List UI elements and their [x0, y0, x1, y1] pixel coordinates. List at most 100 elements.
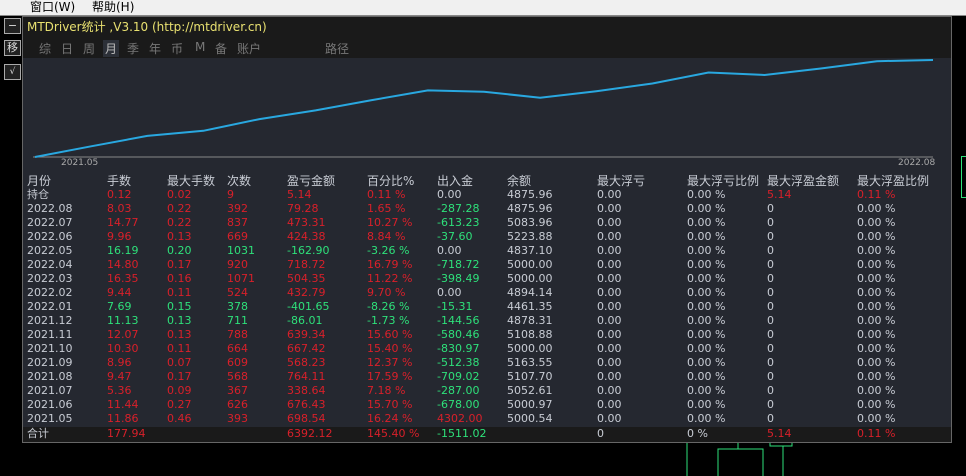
table-cell: 5000.00	[507, 342, 553, 355]
table-cell: 0.00 %	[687, 300, 726, 313]
table-row: 2022.01 7.69 0.15 378 -401.65 -8.26 % -15.31 44…	[23, 300, 951, 314]
move-button[interactable]: 移	[4, 40, 21, 56]
menu-bar: 窗口(W) 帮助(H)	[0, 0, 966, 16]
tab-4[interactable]: 季	[127, 42, 140, 56]
table-cell: 0.00 %	[857, 216, 896, 229]
column-header[interactable]: 次数	[227, 174, 252, 188]
table-cell: 0.00 %	[857, 286, 896, 299]
table-cell: 4878.31	[507, 314, 553, 327]
tab-0[interactable]: 综	[39, 42, 52, 56]
table-cell: 0.00 %	[687, 202, 726, 215]
table-row: 2022.08 8.03 0.22 392 79.28 1.65 % -287.28 4875…	[23, 202, 951, 216]
column-header[interactable]: 月份	[27, 174, 52, 188]
table-cell: 9	[227, 188, 234, 201]
table-cell: 0.12	[107, 188, 132, 201]
table-row: 持仓 0.12 0.02 9 5.14 0.11 % 0.00 4875.96 0.00 0.00…	[23, 188, 951, 202]
tab-bar: 综日周月季年币 M 备账户 路径	[23, 37, 951, 58]
menu-help[interactable]: 帮助(H)	[92, 0, 135, 14]
table-cell: 0	[767, 216, 774, 229]
tab-5[interactable]: 年	[149, 42, 162, 56]
table-cell: 920	[227, 258, 248, 271]
minimize-button[interactable]: −	[4, 18, 21, 34]
table-cell: 2021.10	[27, 342, 73, 355]
table-cell: 11.86	[107, 412, 139, 425]
table-row: 2022.06 9.96 0.13 669 424.38 8.84 % -37.60 5223…	[23, 230, 951, 244]
table-cell: 0.00 %	[687, 412, 726, 425]
column-header[interactable]: 最大浮亏比例	[687, 174, 760, 188]
table-row: 2021.08 9.47 0.17 568 764.11 17.59 % -709.02 51…	[23, 370, 951, 384]
tab-6[interactable]: 币	[171, 42, 184, 56]
table-cell: -287.28	[437, 202, 480, 215]
table-cell: 718.72	[287, 258, 326, 271]
table-cell: 0.00 %	[687, 398, 726, 411]
column-header[interactable]: 百分比%	[367, 174, 415, 188]
table-cell: 17.59 %	[367, 370, 413, 383]
table-cell: 0.00 %	[687, 328, 726, 341]
column-header[interactable]: 最大手数	[167, 174, 216, 188]
table-row: 2022.03 16.35 0.16 1071 504.35 11.22 % -398.49…	[23, 272, 951, 286]
tab-8[interactable]: 备	[215, 42, 228, 56]
table-cell: 0	[767, 272, 774, 285]
table-cell: 667.42	[287, 342, 326, 355]
table-cell: -287.00	[437, 384, 480, 397]
check-button[interactable]: √	[4, 64, 21, 80]
menu-window[interactable]: 窗口(W)	[30, 0, 76, 14]
table-cell: 2021.05	[27, 412, 73, 425]
tab-7[interactable]: M	[195, 40, 206, 54]
table-cell: 0.09	[167, 384, 192, 397]
table-cell: 0.00	[437, 244, 462, 257]
table-cell: 9.70 %	[367, 286, 406, 299]
table-cell: 0.00	[597, 244, 622, 257]
table-cell: -3.26 %	[367, 244, 410, 257]
table-cell: 5083.96	[507, 216, 553, 229]
table-cell: 0	[767, 314, 774, 327]
tab-1[interactable]: 日	[61, 42, 74, 56]
x-label-end: 2022.08	[898, 158, 936, 168]
table-cell: 0	[767, 244, 774, 257]
column-header[interactable]: 出入金	[437, 174, 474, 188]
column-header[interactable]: 盈亏金额	[287, 174, 336, 188]
tab-10[interactable]: 路径	[325, 42, 350, 56]
total-cell: 合计	[27, 427, 49, 440]
table-cell: 0.00 %	[857, 398, 896, 411]
table-cell: 0.00 %	[857, 314, 896, 327]
table-cell: -1.73 %	[367, 314, 410, 327]
table-cell: 0	[767, 356, 774, 369]
table-cell: 12.07	[107, 328, 139, 341]
table-cell: 14.77	[107, 216, 139, 229]
table-cell: 788	[227, 328, 248, 341]
column-header[interactable]: 手数	[107, 174, 132, 188]
table-cell: 0.00 %	[857, 412, 896, 425]
equity-chart: 2021.05 2022.08	[23, 58, 951, 173]
column-header[interactable]: 最大浮盈金额	[767, 174, 840, 188]
tab-9[interactable]: 账户	[237, 42, 262, 56]
table-cell: 698.54	[287, 412, 326, 425]
table-cell: 5000.00	[507, 258, 553, 271]
table-cell: 0.00	[597, 384, 622, 397]
tab-3[interactable]: 月	[103, 40, 120, 57]
column-header[interactable]: 余额	[507, 174, 532, 188]
column-header[interactable]: 最大浮亏	[597, 174, 646, 188]
table-cell: 338.64	[287, 384, 326, 397]
table-cell: 5107.70	[507, 370, 553, 383]
table-cell: 0.00 %	[857, 244, 896, 257]
table-cell: 0.22	[167, 202, 192, 215]
table-cell: 0.11 %	[367, 188, 406, 201]
table-cell: 11.22 %	[367, 272, 413, 285]
table-cell: 15.60 %	[367, 328, 413, 341]
tab-2[interactable]: 周	[83, 42, 96, 56]
table-cell: -398.49	[437, 272, 480, 285]
table-cell: 639.34	[287, 328, 326, 341]
table-cell: 0	[767, 384, 774, 397]
table-cell: 0.00	[437, 286, 462, 299]
table-cell: -15.31	[437, 300, 473, 313]
table-cell: 568.23	[287, 356, 326, 369]
column-header[interactable]: 最大浮盈比例	[857, 174, 930, 188]
table-cell: 0.00 %	[687, 286, 726, 299]
table-cell: 11.13	[107, 314, 139, 327]
equity-chart-svg	[33, 59, 934, 158]
table-cell: 16.19	[107, 244, 139, 257]
table-row: 2022.02 9.44 0.11 524 432.79 9.70 % 0.00 4894.1…	[23, 286, 951, 300]
table-cell: 0.00 %	[687, 258, 726, 271]
table-cell: 5223.88	[507, 230, 553, 243]
